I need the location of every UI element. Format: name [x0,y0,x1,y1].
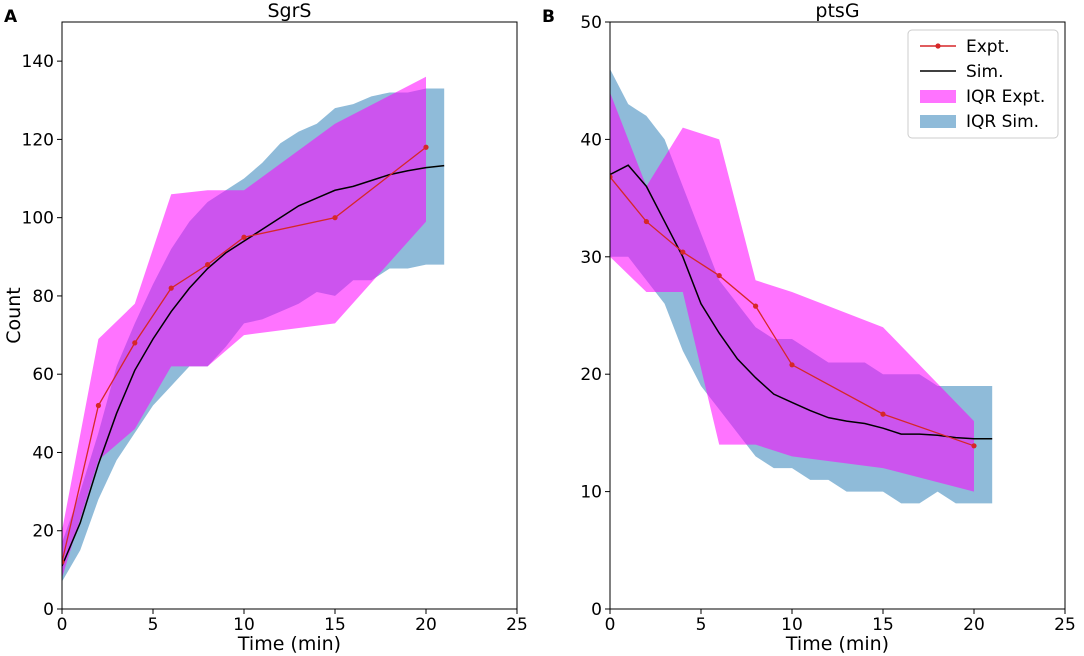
line-sim-b [610,164,993,440]
y-tick-label-b-40: 40 [580,130,602,150]
line-expt-b [610,176,975,447]
legend-label-iqr-sim: IQR Sim. [966,112,1039,132]
x-tick-label-b-5: 5 [696,615,707,635]
point-expt-a-0 [62,559,65,565]
y-tick-label-a-140: 140 [22,52,54,72]
legend-label-expt: Expt. [966,37,1010,57]
point-expt-b-2 [680,249,686,255]
y-tick-label-a-120: 120 [22,130,54,150]
panel-a: 0 5 10 15 20 25 0 20 40 60 80 100 120 140 SgrS A Time (m… [3,0,528,655]
y-tick-label-b-50: 50 [580,13,602,33]
y-tick-label-a-0: 0 [43,600,54,620]
point-expt-a-3 [168,285,174,291]
axes-frame-a [61,21,518,610]
plot-area-b [610,68,993,504]
point-expt-b-3 [716,272,722,279]
legend-label-sim: Sim. [966,62,1003,82]
band-iqr-expt-b [610,92,974,492]
y-tick-label-b-20: 20 [580,365,602,385]
point-expt-b-7 [971,443,977,449]
y-tick-label-a-20: 20 [32,522,54,542]
y-tick-label-a-80: 80 [32,287,54,307]
legend-entry-expt: Expt. [920,37,1010,57]
point-expt-a-4 [205,262,211,268]
point-expt-a-2 [132,340,138,346]
point-expt-b-4 [753,303,759,309]
y-tick-label-b-30: 30 [580,248,602,268]
y-tick-label-b-10: 10 [580,483,602,503]
y-tick-label-a-40: 40 [32,443,54,463]
y-axis-label-a: Count [3,287,25,343]
chart-title-a: SgrS [268,0,312,22]
x-tick-label-a-25: 25 [506,615,528,635]
x-tick-label-b-15: 15 [872,615,894,635]
x-tick-label-b-25: 25 [1054,615,1076,635]
x-tick-label-b-10: 10 [781,615,803,635]
x-tick-label-a-20: 20 [415,615,437,635]
legend-box [907,29,1059,139]
chart-title-b: ptsG [815,0,859,22]
legend-swatch-iqr-sim [920,115,956,128]
legend-entry-sim: Sim. [920,62,1003,82]
point-expt-b-0 [610,174,613,180]
y-tick-label-a-60: 60 [32,365,54,385]
x-tick-label-a-0: 0 [57,615,68,635]
x-axis-label-b: Time (min) [785,633,889,655]
x-tick-label-a-5: 5 [148,615,159,635]
point-expt-a-5 [241,234,247,240]
legend-entry-iqr-expt: IQR Expt. [920,87,1045,107]
legend-entry-iqr-sim: IQR Sim. [920,112,1039,132]
axes-frame-b [609,21,1066,610]
legend-swatch-iqr-expt [920,90,956,103]
x-tick-label-a-15: 15 [324,615,346,635]
legend: Expt. Sim. IQR Expt. IQR Sim. [907,29,1059,139]
point-expt-a-1 [95,402,101,409]
legend-label-iqr-expt: IQR Expt. [966,87,1045,107]
x-axis-label-a: Time (min) [237,633,341,655]
x-tick-label-b-0: 0 [605,615,616,635]
plot-area-a [62,76,445,582]
line-expt-a [62,146,427,563]
point-expt-a-6 [332,215,338,221]
point-expt-b-1 [643,218,650,225]
panel-b: 0 5 10 15 20 25 0 10 20 30 40 50 ptsG B Time (min) [542,0,1076,655]
panel-label-a: A [4,7,18,27]
band-iqr-expt-a [62,76,426,578]
legend-marker-expt [935,43,941,49]
panel-label-b: B [542,7,555,27]
y-tick-label-a-100: 100 [22,209,54,229]
x-tick-label-a-10: 10 [233,615,255,635]
point-expt-b-6 [880,411,886,417]
point-expt-b-5 [789,362,795,368]
x-tick-label-b-20: 20 [963,615,985,635]
point-expt-a-7 [423,144,429,150]
y-tick-label-b-0: 0 [591,600,602,620]
